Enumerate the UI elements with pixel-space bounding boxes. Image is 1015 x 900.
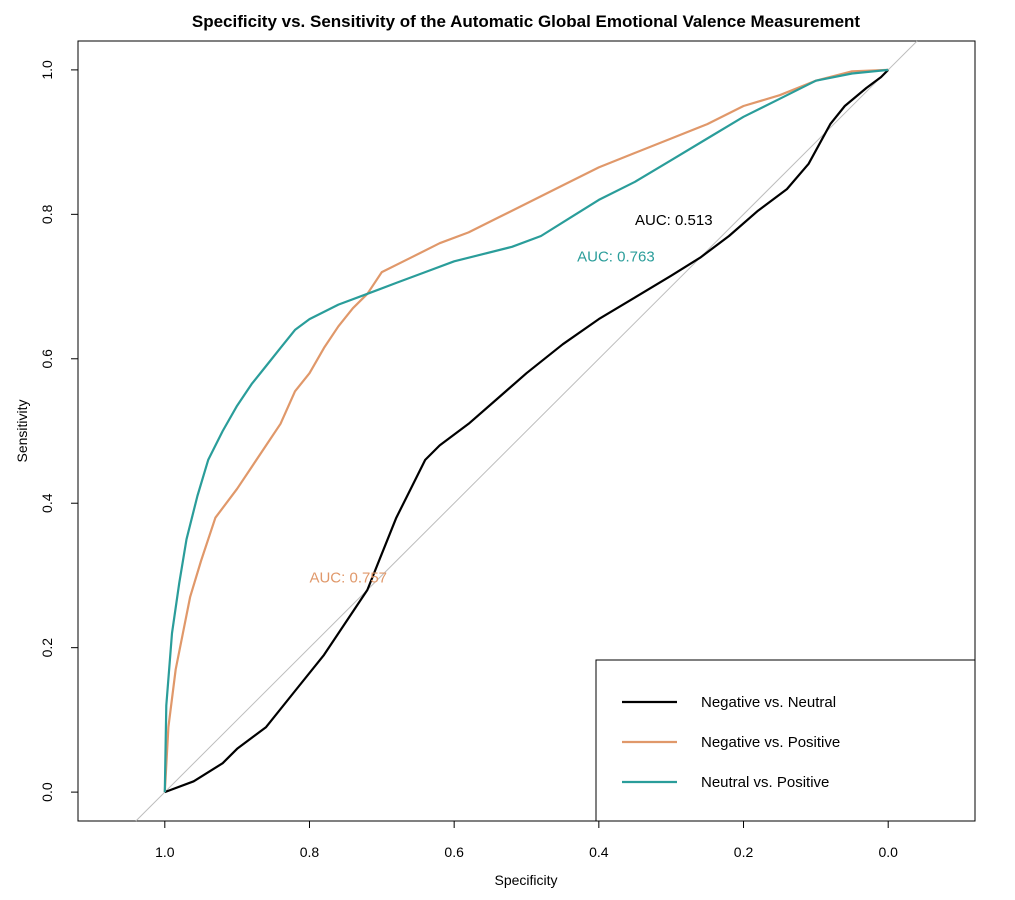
legend-entry-label: Negative vs. Neutral (701, 694, 836, 711)
x-tick-label: 0.6 (444, 844, 464, 860)
auc-label: AUC: 0.513 (635, 212, 713, 229)
x-tick-label: 0.2 (734, 844, 754, 860)
auc-label: AUC: 0.757 (309, 570, 387, 587)
reference-diagonal (135, 40, 918, 822)
x-tick-label: 1.0 (155, 844, 175, 860)
y-axis: 0.0 0.2 0.4 0.6 0.8 1.0 (39, 60, 79, 802)
y-tick-label: 0.2 (39, 638, 55, 658)
y-tick-label: 1.0 (39, 60, 55, 80)
x-axis-label: Specificity (494, 872, 557, 888)
y-tick-label: 0.8 (39, 204, 55, 224)
chart-title: Specificity vs. Sensitivity of the Autom… (192, 12, 861, 31)
series-line-3 (163, 68, 889, 793)
x-tick-label: 0.4 (589, 844, 609, 860)
legend-box (595, 659, 976, 822)
legend-entry-label: Neutral vs. Positive (701, 774, 829, 791)
y-tick-label: 0.6 (39, 349, 55, 369)
y-tick-label: 0.4 (39, 493, 55, 513)
auc-label: AUC: 0.763 (577, 248, 655, 265)
y-axis-label: Sensitivity (14, 399, 30, 462)
y-tick-label: 0.0 (39, 782, 55, 802)
plot-area: AUC: 0.513 AUC: 0.757 AUC: 0.763 (77, 40, 976, 822)
x-tick-label: 0.0 (878, 844, 898, 860)
legend-entry-label: Negative vs. Positive (701, 734, 840, 751)
x-tick-label: 0.8 (300, 844, 320, 860)
legend: Negative vs. Neutral Negative vs. Positiv… (595, 659, 976, 822)
series-line-1 (164, 69, 889, 794)
auc-labels: AUC: 0.513 AUC: 0.757 AUC: 0.763 (309, 212, 712, 587)
series-layer (163, 68, 889, 794)
x-axis: 1.0 0.8 0.6 0.4 0.2 0.0 (155, 820, 898, 860)
